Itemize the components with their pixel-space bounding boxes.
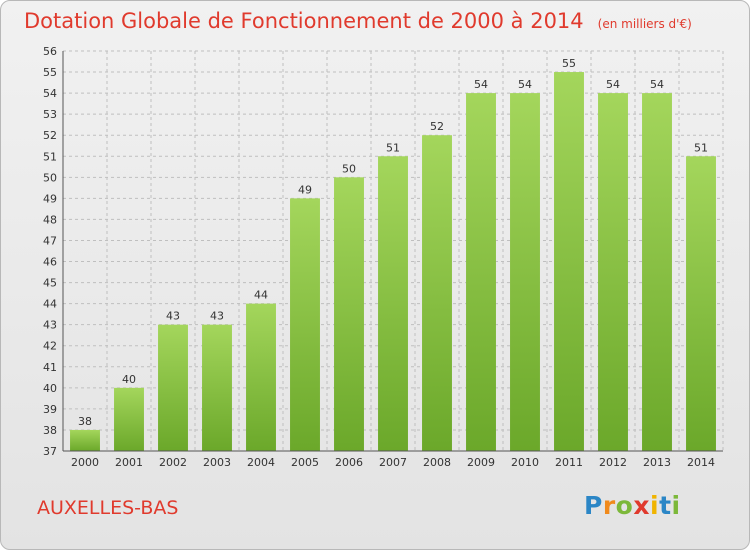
- bar: [598, 93, 628, 452]
- y-tick-label: 51: [43, 150, 57, 163]
- title-text: Dotation Globale de Fonctionnement de 20…: [24, 9, 584, 33]
- y-tick-label: 50: [43, 171, 57, 184]
- data-label: 54: [606, 78, 620, 91]
- logo-letter: i: [671, 491, 681, 520]
- x-tick-label: 2009: [467, 456, 495, 469]
- x-tick-label: 2006: [335, 456, 363, 469]
- bar: [202, 324, 232, 451]
- x-tick-label: 2001: [115, 456, 143, 469]
- x-tick-label: 2010: [511, 456, 539, 469]
- data-label: 50: [342, 162, 356, 175]
- y-tick-label: 52: [43, 129, 57, 142]
- bar: [422, 135, 452, 452]
- data-label: 49: [298, 183, 312, 196]
- y-tick-label: 42: [43, 340, 57, 353]
- y-tick-label: 39: [43, 403, 57, 416]
- bar: [158, 324, 188, 451]
- x-tick-label: 2012: [599, 456, 627, 469]
- bar: [510, 93, 540, 452]
- y-tick-label: 56: [43, 45, 57, 58]
- x-tick-label: 2011: [555, 456, 583, 469]
- bar: [334, 177, 364, 451]
- y-tick-label: 54: [43, 87, 57, 100]
- proxiti-logo: Proxiti: [584, 491, 681, 520]
- logo-letter: P: [584, 491, 603, 520]
- logo-letter: o: [615, 491, 634, 520]
- data-label: 55: [562, 57, 576, 70]
- commune-name: AUXELLES-BAS: [37, 497, 179, 519]
- bar: [466, 93, 496, 452]
- y-tick-label: 40: [43, 382, 57, 395]
- y-tick-label: 38: [43, 424, 57, 437]
- data-label: 52: [430, 120, 444, 133]
- y-tick-label: 44: [43, 298, 57, 311]
- data-label: 54: [518, 78, 532, 91]
- logo-letter: r: [602, 491, 616, 520]
- title-unit: (en milliers d'€): [597, 17, 692, 31]
- y-tick-label: 49: [43, 192, 57, 205]
- data-label: 51: [694, 141, 708, 154]
- x-tick-label: 2005: [291, 456, 319, 469]
- data-label: 54: [474, 78, 488, 91]
- x-tick-label: 2014: [687, 456, 715, 469]
- logo-letter: x: [633, 491, 650, 520]
- chart-title: Dotation Globale de Fonctionnement de 20…: [24, 9, 692, 33]
- y-tick-label: 41: [43, 361, 57, 374]
- bar: [114, 387, 144, 451]
- y-tick-label: 37: [43, 445, 57, 458]
- y-tick-label: 55: [43, 66, 57, 79]
- x-tick-label: 2008: [423, 456, 451, 469]
- bar: [70, 429, 100, 451]
- bar: [246, 303, 276, 451]
- y-tick-label: 46: [43, 256, 57, 269]
- data-label: 54: [650, 78, 664, 91]
- y-tick-label: 48: [43, 213, 57, 226]
- bar: [686, 156, 716, 451]
- x-tick-label: 2004: [247, 456, 275, 469]
- bar: [554, 72, 584, 451]
- data-label: 43: [166, 310, 180, 323]
- bar: [642, 93, 672, 452]
- data-label: 40: [122, 373, 136, 386]
- x-tick-label: 2002: [159, 456, 187, 469]
- data-label: 51: [386, 141, 400, 154]
- y-tick-label: 45: [43, 277, 57, 290]
- y-tick-label: 53: [43, 108, 57, 121]
- x-tick-label: 2000: [71, 456, 99, 469]
- data-label: 43: [210, 310, 224, 323]
- data-label: 44: [254, 289, 268, 302]
- x-tick-label: 2007: [379, 456, 407, 469]
- data-label: 38: [78, 415, 92, 428]
- x-tick-label: 2013: [643, 456, 671, 469]
- logo-letter: t: [659, 491, 672, 520]
- y-tick-label: 43: [43, 319, 57, 332]
- bar: [378, 156, 408, 451]
- x-tick-label: 2003: [203, 456, 231, 469]
- bar: [290, 198, 320, 451]
- y-tick-label: 47: [43, 234, 57, 247]
- logo-letter: i: [650, 491, 660, 520]
